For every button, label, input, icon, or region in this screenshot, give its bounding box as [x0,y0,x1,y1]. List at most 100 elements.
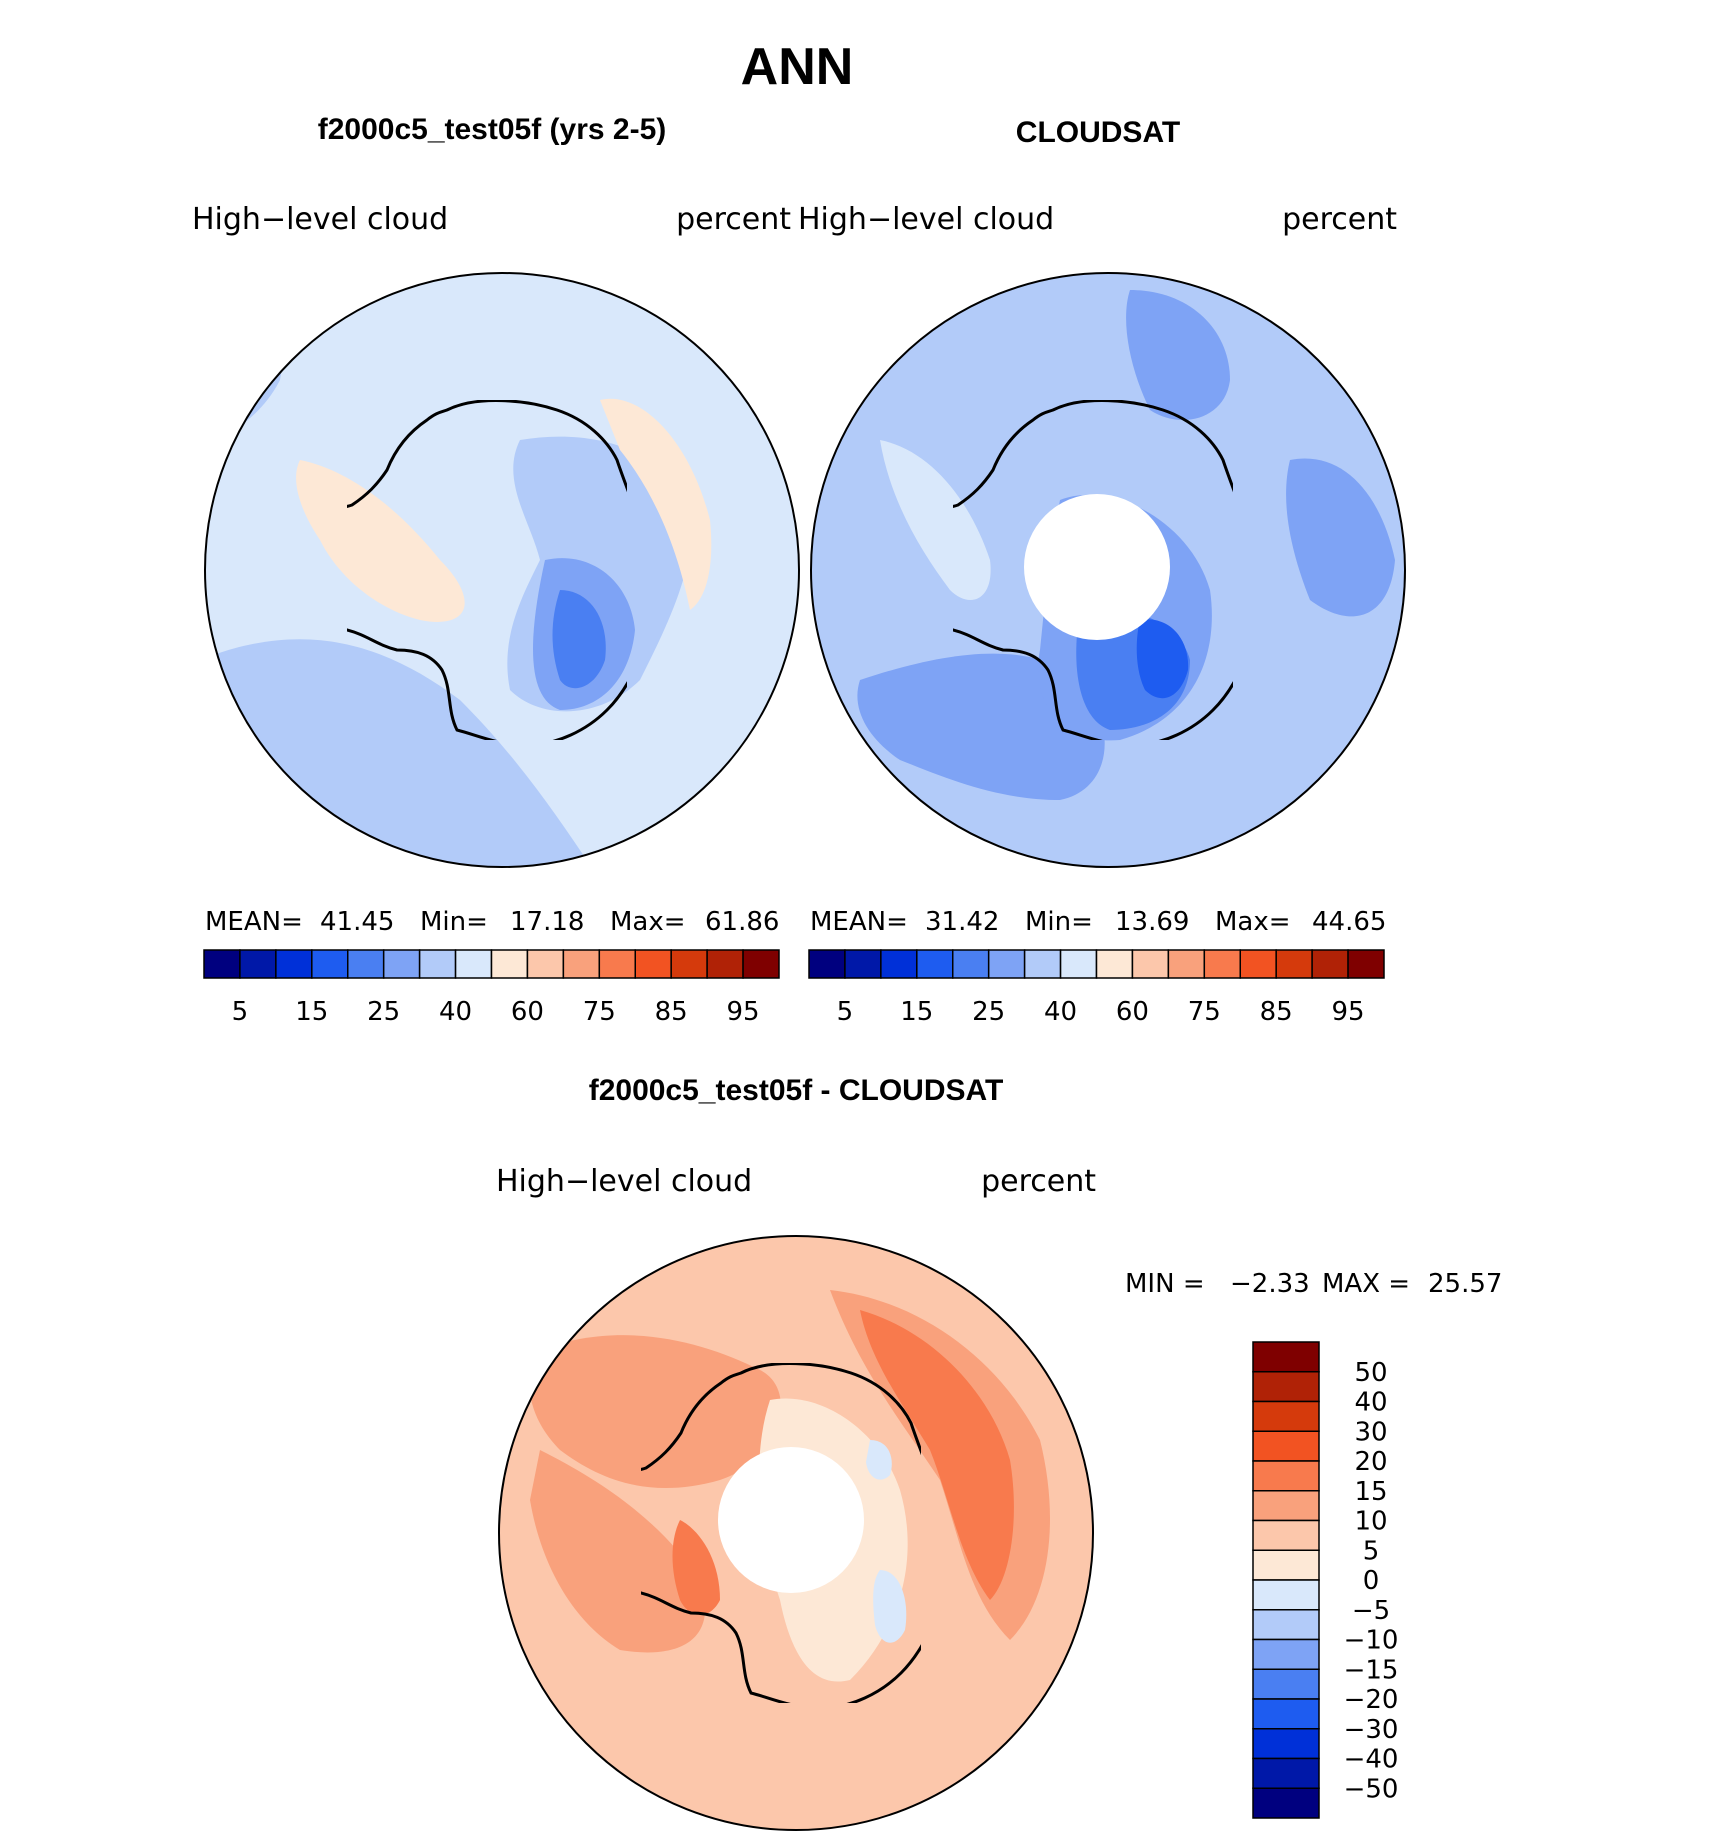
colorbar-model-swatch [742,949,780,979]
colorbar-diff-tick-label: −20 [1344,1685,1399,1715]
panel-diff-units-label: percent [981,1164,1096,1199]
colorbar-model-swatch [203,949,241,979]
colorbar-diff-swatch [1252,1638,1320,1670]
panel-obs-stats: MEAN= 31.42 Min= 13.69 Max= 44.65 [810,907,1386,937]
panel-diff-stats: MIN = −2.33 MAX = 25.57 [1125,1269,1502,1299]
colorbar-diff-swatch [1252,1371,1320,1403]
colorbar-obs-swatch [1131,949,1170,979]
colorbar-obs-swatch [1275,949,1313,979]
panel-model-max-label: Max= [610,907,686,937]
colorbar-obs-swatch [808,949,846,979]
panel-obs-min-label: Min= [1025,907,1093,937]
colorbar-model-swatch [382,949,421,979]
colorbar-obs-swatch [987,949,1026,979]
colorbar-diff-swatch [1252,1549,1320,1581]
colorbar-model-swatch [598,949,636,979]
colorbar-obs-tick-label: 95 [1332,997,1365,1027]
colorbar-obs-swatch [1167,949,1206,979]
colorbar-diff-tick-label: −50 [1344,1774,1399,1804]
panel-diff-variable-label: High−level cloud [496,1164,752,1199]
colorbar-diff-swatch [1252,1787,1320,1819]
colorbar-obs-swatch [1095,949,1134,979]
colorbar-diff-tick-label: 0 [1363,1566,1380,1596]
panel-model-title: f2000c5_test05f (yrs 2-5) [318,113,667,146]
colorbar-model-tick-label: 75 [583,997,616,1027]
colorbar-model-swatch [490,949,529,979]
colorbar-obs-tick-label: 15 [900,997,933,1027]
colorbar-obs-swatch [880,949,918,979]
colorbar-diff-swatch [1252,1341,1320,1373]
colorbar-model-tick-label: 60 [511,997,544,1027]
colorbar-diff-tick-label: 15 [1354,1477,1387,1507]
panel-obs-units-label: percent [1282,202,1397,237]
panel-diff-min-label: MIN = [1125,1269,1205,1299]
panel-obs-title: CLOUDSAT [1016,116,1180,149]
colorbar-obs-swatch [1347,949,1385,979]
colorbar-model-swatch [275,949,313,979]
colorbar-diff-tick-label: −5 [1352,1596,1390,1626]
colorbar-diff-tick-label: 50 [1354,1358,1387,1388]
colorbar-diff-tick-label: 30 [1354,1417,1387,1447]
panel-model-max: 61.86 [705,907,779,937]
panel-model-mean-label: MEAN= [205,907,303,937]
colorbar-obs-tick-label: 75 [1188,997,1221,1027]
panel-obs: CLOUDSAT High−level cloud percent MEAN= … [798,116,1406,1027]
colorbar-model-swatch [454,949,493,979]
panel-model-units-label: percent [676,202,791,237]
colorbar-obs-tick-label: 25 [972,997,1005,1027]
panel-obs-mean-label: MEAN= [810,907,908,937]
colorbar-diff-tick-label: −30 [1344,1715,1399,1745]
colorbar-obs-tick-label: 5 [837,997,854,1027]
colorbar-obs-tick-label: 60 [1116,997,1149,1027]
panel-obs-max: 44.65 [1312,907,1386,937]
colorbar-model-tick-label: 15 [295,997,328,1027]
colorbar-model-tick-label: 95 [727,997,760,1027]
panel-model-mean: 41.45 [320,907,394,937]
colorbar-model-swatch [347,949,385,979]
colorbar-diff-swatch [1252,1668,1320,1700]
colorbar-diff-swatch [1252,1698,1320,1730]
colorbar-diff-swatch [1252,1430,1320,1462]
colorbar-diff-tick-label: 10 [1354,1507,1387,1537]
colorbar-diff-swatch [1252,1460,1320,1492]
colorbar-obs-tick-label: 40 [1044,997,1077,1027]
colorbar-diff-swatch [1252,1728,1320,1760]
colorbar-diff-tick-label: 40 [1354,1388,1387,1418]
main-title: ANN [741,38,854,96]
panel-model-variable-label: High−level cloud [192,202,448,237]
colorbar-diff-swatch [1252,1609,1320,1641]
colorbar-diff-tick-label: −40 [1344,1745,1399,1775]
colorbar-model-swatch [670,949,708,979]
panel-diff-max-label: MAX = [1322,1269,1410,1299]
colorbar-obs-swatch [1311,949,1349,979]
colorbar-obs-swatch [916,949,954,979]
colorbar-model-swatch [706,949,744,979]
panel-model-stats: MEAN= 41.45 Min= 17.18 Max= 61.86 [205,907,779,937]
panel-obs-variable-label: High−level cloud [798,202,1054,237]
panel-model: f2000c5_test05f (yrs 2-5) High−level clo… [192,113,800,1027]
panel-diff-title: f2000c5_test05f - CLOUDSAT [589,1074,1004,1107]
colorbar-model-tick-label: 25 [367,997,400,1027]
colorbar-model-tick-label: 40 [439,997,472,1027]
colorbar-model-swatch [239,949,277,979]
colorbar-model-swatch [634,949,672,979]
panel-obs-mean: 31.42 [925,907,999,937]
panel-obs-max-label: Max= [1215,907,1291,937]
colorbar-diff-tick-label: 20 [1354,1447,1387,1477]
panel-obs-min: 13.69 [1115,907,1189,937]
colorbar-obs-swatch [1203,949,1241,979]
panel-diff: f2000c5_test05f - CLOUDSAT High−level cl… [496,1074,1502,1831]
panel-diff-min: −2.33 [1230,1269,1310,1299]
colorbar-model-swatch [418,949,457,979]
colorbar-diff-swatch [1252,1757,1320,1789]
colorbar-obs-swatch [952,949,990,979]
colorbar-model-swatch [562,949,601,979]
colorbar-diff-tick-label: −10 [1344,1626,1399,1656]
colorbar-model-swatch [311,949,349,979]
colorbar-diff-swatch [1252,1490,1320,1522]
colorbar-diff-tick-label: −15 [1344,1655,1399,1685]
colorbar-obs-swatch [1059,949,1098,979]
colorbar-model-tick-label: 5 [232,997,249,1027]
